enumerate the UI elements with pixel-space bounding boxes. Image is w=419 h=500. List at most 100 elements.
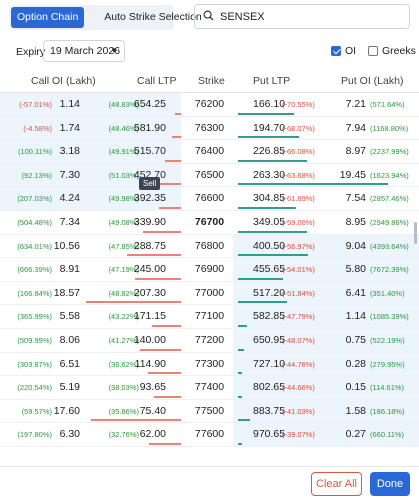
table-row[interactable]: (207.03%) 4.24 (49.98%) 392.35 76600 304.85 (-… [0, 187, 419, 211]
table-row[interactable]: (59.57%) 17.60 (35.86%) 75.40 77500 883.75 (-4… [0, 399, 419, 424]
put-ltp-value[interactable]: 166.10 [253, 98, 286, 110]
call-oi-value[interactable]: 1.14 [59, 98, 80, 110]
table-row[interactable]: (504.48%) 7.34 (49.08%) 339.90 76700 349.05 (-… [0, 211, 419, 235]
call-ltp-value[interactable]: 515.70 [133, 145, 166, 158]
table-row[interactable]: (303.87%) 6.51 (36.62%) 114.90 77300 727.10 (-… [0, 352, 419, 377]
call-ltp-change: (35.86%) [108, 406, 139, 416]
done-button[interactable]: Done [370, 472, 410, 496]
put-ltp-value[interactable]: 400.50 [253, 239, 286, 252]
call-ltp-value[interactable]: 288.75 [133, 239, 166, 252]
call-oi-value[interactable]: 4.24 [59, 192, 80, 205]
put-oi-value[interactable]: 0.28 [345, 357, 366, 370]
expiry-dropdown[interactable]: 19 March 2026 ▼ [43, 40, 125, 62]
call-oi-value[interactable]: 7.34 [59, 216, 80, 228]
table-row[interactable]: (634.01%) 10.56 (47.85%) 288.75 76800 400.50(… [0, 234, 419, 259]
table-row[interactable]: (220.54%) 5.19 (38.03%) 93.65 77400 802.65 (-4… [0, 376, 419, 400]
call-oi-value[interactable]: 1.74 [59, 121, 80, 134]
header-put-ltp: Put LTP [253, 75, 291, 87]
call-ltp-value[interactable]: 114.90 [134, 357, 166, 370]
call-ltp-value[interactable]: 392.35 [133, 192, 166, 205]
put-oi-value[interactable]: 8.95 [345, 216, 366, 228]
put-ltp-value[interactable]: 650.95 [253, 334, 286, 346]
call-ltp-value[interactable]: 93.65 [139, 381, 166, 394]
call-oi-value[interactable]: 7.30 [59, 168, 80, 181]
call-oi-value[interactable]: 6.30 [59, 428, 80, 441]
put-ltp-value[interactable]: 517.20 [253, 286, 286, 299]
put-ltp-value[interactable]: 455.65 [253, 263, 286, 276]
table-row[interactable]: (166.84%) 18.57 (48.82%) 207.30 77000 517.20(… [0, 281, 419, 306]
put-ltp-change: (-68.07%) [282, 123, 315, 133]
tab-option-chain[interactable]: Option Chain [11, 7, 85, 28]
put-oi-value[interactable]: 1.58 [345, 404, 366, 417]
put-ltp-value[interactable]: 802.65 [253, 381, 286, 394]
put-oi-change: (4393.64%) [370, 241, 409, 251]
put-ltp-value[interactable]: 582.85 [253, 310, 286, 323]
call-oi-bar [126, 254, 181, 257]
put-oi-value[interactable]: 8.97 [345, 145, 366, 158]
put-oi-value[interactable]: 6.41 [345, 286, 366, 299]
call-ltp-value[interactable]: 171.15 [133, 310, 166, 323]
put-oi-value[interactable]: 9.04 [345, 239, 366, 252]
search-input[interactable]: SENSEX [220, 10, 265, 23]
table-row[interactable]: (-57.01%) 1.14 (48.83%) 654.25 76200 166.10 (-… [0, 93, 419, 117]
table-row[interactable]: (666.39%) 8.91 (47.19%) 245.00 76900 455.65 (-… [0, 258, 419, 282]
sell-tooltip[interactable]: Sell [139, 177, 161, 190]
itm-call-shading [0, 187, 181, 211]
table-row[interactable]: (92.13%) 7.30 (51.03%) 452.70 76500 263.30 (-6… [0, 163, 419, 188]
put-ltp-value[interactable]: 727.10 [253, 357, 286, 370]
put-ltp-value[interactable]: 883.75 [253, 404, 286, 417]
row-divider [0, 209, 419, 211]
call-oi-value[interactable]: 18.57 [53, 286, 80, 299]
call-oi-bar [164, 159, 181, 162]
put-ltp-value[interactable]: 226.85 [253, 145, 286, 158]
call-oi-bar [159, 206, 181, 209]
call-ltp-value[interactable]: 581.90 [133, 121, 166, 134]
put-ltp-value[interactable]: 304.85 [253, 192, 286, 205]
call-ltp-value[interactable]: 339.90 [133, 216, 166, 228]
call-ltp-value[interactable]: 62.00 [139, 428, 166, 441]
put-oi-bar [238, 324, 247, 327]
put-ltp-value[interactable]: 263.30 [253, 168, 286, 181]
put-oi-value[interactable]: 7.94 [345, 121, 366, 134]
call-oi-value[interactable]: 10.56 [53, 239, 80, 252]
call-ltp-value[interactable]: 75.40 [139, 404, 166, 417]
call-oi-value[interactable]: 8.91 [59, 263, 80, 276]
oi-checkbox[interactable]: OI [331, 45, 356, 57]
put-ltp-value[interactable]: 349.05 [253, 216, 286, 228]
call-ltp-value[interactable]: 140.00 [133, 334, 166, 346]
greeks-checkbox[interactable]: Greeks [368, 45, 416, 57]
put-ltp-value[interactable]: 970.65 [253, 428, 286, 441]
call-oi-value[interactable]: 5.19 [59, 381, 80, 394]
call-oi-value[interactable]: 5.58 [59, 310, 80, 323]
call-ltp-value[interactable]: 654.25 [133, 98, 166, 110]
put-oi-value[interactable]: 7.21 [345, 98, 366, 110]
put-oi-value[interactable]: 5.80 [345, 263, 366, 276]
itm-put-shading [233, 399, 419, 424]
put-oi-value[interactable]: 0.75 [345, 334, 366, 346]
itm-call-shading [0, 140, 181, 164]
table-row[interactable]: (509.99%) 8.06 (41.27%) 140.00 77200 650.95 (-… [0, 329, 419, 353]
put-oi-value[interactable]: 0.15 [345, 381, 366, 394]
call-oi-value[interactable]: 3.18 [59, 145, 80, 158]
table-row[interactable]: (-4.58%) 1.74 (48.46%) 581.90 76300 194.70 (-6… [0, 116, 419, 141]
tab-auto-strike-selection[interactable]: Auto Strike Selection [104, 11, 202, 23]
put-oi-value[interactable]: 7.54 [345, 192, 366, 205]
call-ltp-value[interactable]: 207.30 [133, 286, 166, 299]
table-row[interactable]: (365.99%) 5.58 (43.22%) 171.15 77100 582.85 (-… [0, 305, 419, 329]
call-oi-change: (197.80%) [17, 430, 52, 440]
put-oi-value[interactable]: 1.14 [345, 310, 366, 323]
put-ltp-value[interactable]: 194.70 [253, 121, 286, 134]
put-oi-bar [238, 254, 308, 257]
put-oi-value[interactable]: 0.27 [345, 428, 366, 441]
call-oi-value[interactable]: 8.06 [59, 334, 80, 346]
call-ltp-value[interactable]: 245.00 [133, 263, 166, 276]
call-oi-value[interactable]: 6.51 [59, 357, 80, 370]
call-oi-value[interactable]: 17.60 [53, 404, 80, 417]
table-row[interactable]: (100.11%) 3.18 (49.91%) 515.70 76400 226.85 (-… [0, 140, 419, 164]
call-oi-change: (666.39%) [17, 265, 52, 275]
search-box[interactable]: SENSEX [194, 4, 410, 29]
table-row[interactable]: (197.80%) 6.30 (32.76%) 62.00 77600 970.65 (-3… [0, 423, 419, 447]
clear-all-button[interactable]: Clear All [311, 472, 362, 496]
put-oi-value[interactable]: 19.45 [339, 168, 366, 181]
scrollbar[interactable] [414, 222, 417, 244]
